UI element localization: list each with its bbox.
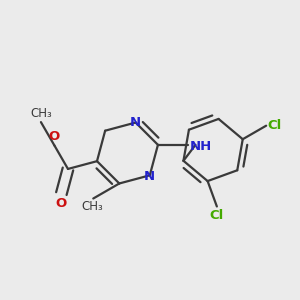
Text: NH: NH — [190, 140, 212, 153]
Text: N: N — [130, 116, 141, 129]
Text: Cl: Cl — [210, 209, 224, 223]
Text: Cl: Cl — [268, 119, 282, 132]
Text: CH₃: CH₃ — [81, 200, 103, 213]
Text: O: O — [56, 197, 67, 210]
Text: O: O — [49, 130, 60, 142]
Text: CH₃: CH₃ — [30, 107, 52, 120]
Text: N: N — [144, 170, 155, 183]
